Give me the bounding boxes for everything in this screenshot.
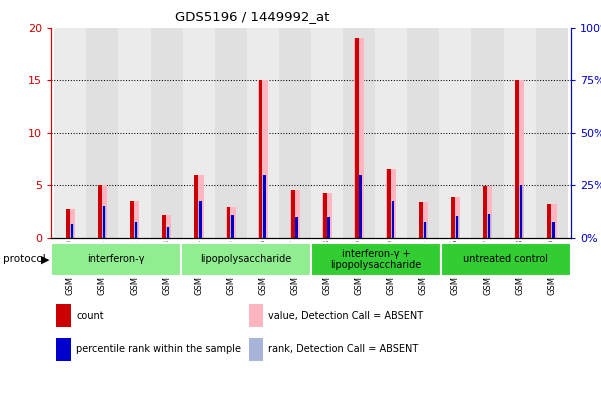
Bar: [516, 185, 523, 238]
Bar: [355, 38, 364, 238]
FancyBboxPatch shape: [441, 243, 571, 276]
Text: percentile rank within the sample: percentile rank within the sample: [76, 345, 241, 354]
Bar: [167, 227, 169, 238]
Text: interferon-γ: interferon-γ: [87, 254, 145, 264]
Bar: [311, 28, 343, 238]
Text: protocol: protocol: [3, 254, 46, 264]
Bar: [504, 28, 535, 238]
Bar: [471, 28, 504, 238]
Bar: [291, 217, 298, 238]
Bar: [87, 28, 118, 238]
Bar: [452, 216, 459, 238]
Bar: [199, 201, 201, 238]
Bar: [151, 28, 183, 238]
Text: ▶: ▶: [41, 254, 49, 264]
Bar: [451, 197, 460, 238]
Bar: [66, 209, 70, 238]
Bar: [386, 169, 396, 238]
Bar: [387, 169, 391, 238]
Bar: [195, 201, 202, 238]
Bar: [227, 207, 230, 238]
Bar: [56, 304, 71, 327]
Bar: [391, 201, 394, 238]
Text: value, Detection Call = ABSENT: value, Detection Call = ABSENT: [269, 310, 424, 321]
Bar: [54, 28, 87, 238]
Bar: [291, 191, 294, 238]
Bar: [279, 28, 311, 238]
Bar: [231, 215, 234, 238]
Bar: [130, 201, 139, 238]
Bar: [419, 202, 423, 238]
Bar: [130, 201, 134, 238]
Text: lipopolysaccharide: lipopolysaccharide: [200, 254, 291, 264]
Bar: [162, 215, 166, 238]
Bar: [263, 174, 266, 238]
Text: rank, Detection Call = ABSENT: rank, Detection Call = ABSENT: [269, 345, 419, 354]
Bar: [375, 28, 407, 238]
Bar: [295, 217, 298, 238]
Bar: [324, 217, 331, 238]
Bar: [407, 28, 439, 238]
Bar: [547, 204, 557, 238]
Text: GDS5196 / 1449992_at: GDS5196 / 1449992_at: [175, 10, 329, 23]
Bar: [66, 209, 75, 238]
Bar: [97, 185, 107, 238]
Bar: [483, 186, 487, 238]
Bar: [98, 185, 102, 238]
Bar: [343, 28, 375, 238]
Bar: [549, 222, 555, 238]
Text: interferon-γ +
lipopolysaccharide: interferon-γ + lipopolysaccharide: [331, 249, 422, 270]
Bar: [484, 213, 491, 238]
Bar: [215, 28, 247, 238]
Bar: [70, 224, 73, 238]
Bar: [515, 80, 525, 238]
Bar: [552, 222, 555, 238]
Bar: [195, 174, 198, 238]
Bar: [355, 38, 359, 238]
Bar: [226, 207, 236, 238]
FancyBboxPatch shape: [311, 243, 441, 276]
Bar: [424, 222, 426, 238]
Bar: [456, 216, 458, 238]
Bar: [322, 193, 332, 238]
Bar: [258, 80, 263, 238]
Bar: [228, 215, 234, 238]
Bar: [535, 28, 568, 238]
Bar: [99, 206, 106, 238]
Text: count: count: [76, 310, 103, 321]
Bar: [258, 80, 267, 238]
Bar: [488, 213, 490, 238]
Bar: [260, 174, 266, 238]
Text: untreated control: untreated control: [463, 254, 549, 264]
Bar: [118, 28, 151, 238]
Bar: [420, 222, 427, 238]
Bar: [135, 222, 138, 238]
Bar: [290, 191, 300, 238]
Bar: [520, 185, 522, 238]
Bar: [323, 193, 327, 238]
Bar: [328, 217, 330, 238]
FancyBboxPatch shape: [181, 243, 311, 276]
Bar: [163, 227, 170, 238]
Bar: [483, 186, 492, 238]
Bar: [131, 222, 138, 238]
Bar: [249, 338, 263, 361]
Bar: [439, 28, 471, 238]
Bar: [548, 204, 551, 238]
Bar: [418, 202, 428, 238]
Bar: [194, 174, 204, 238]
Bar: [56, 338, 71, 361]
Bar: [249, 304, 263, 327]
Bar: [183, 28, 215, 238]
Bar: [356, 174, 362, 238]
Bar: [451, 197, 455, 238]
Bar: [388, 201, 394, 238]
Bar: [247, 28, 279, 238]
Bar: [359, 174, 362, 238]
FancyBboxPatch shape: [51, 243, 181, 276]
Bar: [162, 215, 171, 238]
Bar: [103, 206, 105, 238]
Bar: [516, 80, 519, 238]
Bar: [67, 224, 73, 238]
